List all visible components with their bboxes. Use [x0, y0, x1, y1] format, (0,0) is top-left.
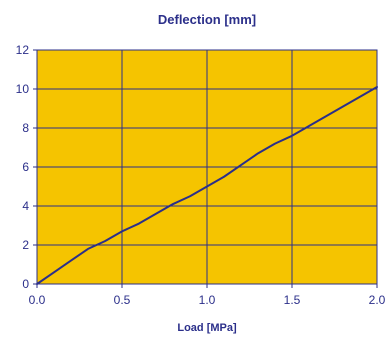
y-tick-label: 2	[22, 238, 29, 252]
chart-title: Deflection [mm]	[158, 12, 256, 27]
series-line	[36, 86, 378, 285]
x-tick-label: 1.5	[284, 293, 301, 307]
x-tick-label: 0.5	[114, 293, 131, 307]
plot-frame	[36, 49, 378, 285]
axes	[33, 49, 378, 288]
y-tick-label: 8	[22, 121, 29, 135]
x-tick-label: 1.0	[199, 293, 216, 307]
y-tick-label: 10	[16, 82, 30, 96]
y-tick-label: 12	[16, 43, 30, 57]
x-tick-label: 0.0	[29, 293, 46, 307]
x-tick-label: 2.0	[369, 293, 386, 307]
y-tick-label: 0	[22, 277, 29, 291]
y-tick-label: 6	[22, 160, 29, 174]
y-tick-label: 4	[22, 199, 29, 213]
tick-labels: 0 2 4 6 8 10 12 0.0 0.5 1.0 1.5 2.0	[16, 43, 386, 307]
series-layer	[36, 86, 378, 285]
x-axis-label: Load [MPa]	[177, 322, 237, 334]
